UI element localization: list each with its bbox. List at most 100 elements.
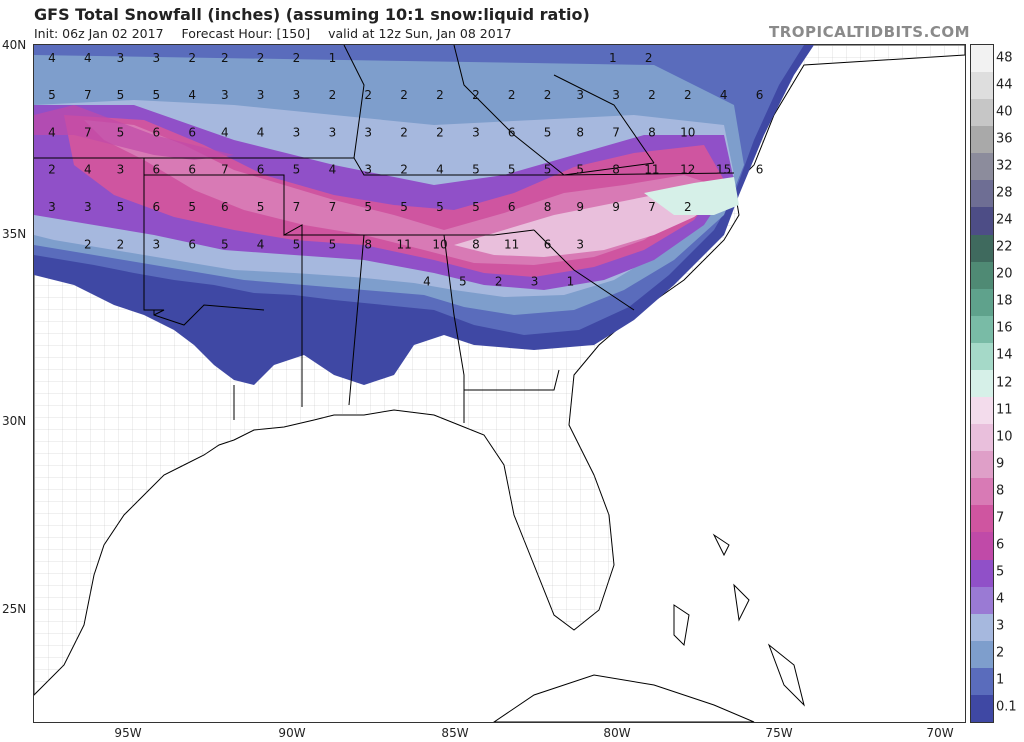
snowfall-value: 4 bbox=[436, 163, 444, 177]
colorbar-label: 7 bbox=[996, 510, 1005, 526]
snowfall-value: 15 bbox=[716, 163, 731, 177]
snowfall-value: 2 bbox=[257, 51, 265, 65]
snowfall-value: 5 bbox=[188, 200, 196, 214]
snowfall-value: 2 bbox=[400, 163, 408, 177]
snowfall-value: 2 bbox=[495, 275, 503, 289]
snowfall-value: 8 bbox=[472, 237, 480, 251]
colorbar-label: 3 bbox=[996, 618, 1005, 634]
snowfall-value: 2 bbox=[364, 88, 372, 102]
snowfall-value: 6 bbox=[756, 88, 764, 102]
colorbar-swatch bbox=[971, 667, 993, 696]
snowfall-value: 2 bbox=[472, 88, 480, 102]
snowfall-value: 4 bbox=[84, 51, 92, 65]
snowfall-value: 4 bbox=[188, 88, 196, 102]
islands bbox=[493, 533, 805, 722]
snowfall-value: 2 bbox=[648, 88, 656, 102]
lat-label-40n: 40N bbox=[2, 38, 27, 52]
colorbar-label: 10 bbox=[996, 429, 1013, 445]
snowfall-value: 3 bbox=[531, 275, 539, 289]
colorbar-swatch bbox=[971, 369, 993, 398]
colorbar-swatch bbox=[971, 180, 993, 208]
snowfall-value: 2 bbox=[400, 88, 408, 102]
lon-label-80w: 80W bbox=[603, 726, 631, 740]
colorbar-label: 44 bbox=[996, 77, 1013, 93]
snowfall-value: 1 bbox=[567, 275, 575, 289]
colorbar-swatch bbox=[971, 45, 993, 73]
lon-label-95w: 95W bbox=[114, 726, 142, 740]
colorbar-swatch bbox=[971, 342, 993, 371]
snowfall-value: 2 bbox=[221, 51, 229, 65]
snowfall-value: 5 bbox=[400, 200, 408, 214]
snowfall-value: 2 bbox=[84, 237, 92, 251]
colorbar-label: 40 bbox=[996, 104, 1013, 120]
snowfall-value: 2 bbox=[293, 51, 301, 65]
snowfall-value: 8 bbox=[648, 125, 656, 139]
state-borders bbox=[34, 45, 735, 423]
colorbar-label: 9 bbox=[996, 456, 1005, 472]
lon-label-75w: 75W bbox=[765, 726, 793, 740]
snowfall-value: 3 bbox=[117, 51, 125, 65]
snowfall-value: 4 bbox=[48, 51, 56, 65]
snowfall-value: 7 bbox=[648, 200, 656, 214]
colorbar-label: 18 bbox=[996, 293, 1013, 309]
colorbar-swatch bbox=[971, 505, 993, 533]
colorbar-swatch bbox=[971, 288, 993, 317]
snowfall-value: 5 bbox=[472, 200, 480, 214]
snowfall-value: 4 bbox=[257, 125, 265, 139]
colorbar-label: 12 bbox=[996, 375, 1013, 390]
colorbar-swatch bbox=[971, 234, 993, 263]
snowfall-value: 2 bbox=[188, 51, 196, 65]
colorbar-swatch bbox=[971, 613, 993, 642]
lon-label-85w: 85W bbox=[441, 726, 469, 740]
snowfall-value: 8 bbox=[364, 237, 372, 251]
snowfall-value: 2 bbox=[684, 200, 692, 214]
snowfall-value: 4 bbox=[329, 163, 337, 177]
colorbar-label: 6 bbox=[996, 537, 1005, 553]
snowfall-value: 6 bbox=[257, 163, 265, 177]
snowfall-value: 2 bbox=[48, 163, 56, 177]
lon-label-70w: 70W bbox=[926, 726, 954, 740]
snowfall-value: 6 bbox=[188, 125, 196, 139]
colorbar-swatch bbox=[971, 207, 993, 236]
snowfall-value: 1 bbox=[329, 51, 337, 65]
snowfall-value: 8 bbox=[576, 125, 584, 139]
snowfall-value: 5 bbox=[472, 163, 480, 177]
colorbar-swatch bbox=[971, 315, 993, 344]
snowfall-value: 5 bbox=[48, 88, 56, 102]
lat-label-35n: 35N bbox=[2, 227, 27, 241]
colorbar-label: 0.1 bbox=[996, 699, 1017, 715]
colorbar-swatch bbox=[971, 640, 993, 669]
snowfall-value: 5 bbox=[436, 200, 444, 214]
snowfall-value-labels: 4 4 3 3 2 2 2 2 1 1 25 7 5 5 4 3 3 3 2 2 2 2 2 2 2 3 3 2 2 4 64 7 5 6 6 4 4 3… bbox=[48, 51, 763, 289]
colorbar-swatch bbox=[971, 261, 993, 290]
snowfall-value: 9 bbox=[576, 200, 584, 214]
snowfall-value: 11 bbox=[644, 163, 659, 177]
colorbar-swatch bbox=[971, 586, 993, 615]
colorbar-swatch bbox=[971, 532, 993, 561]
snowfall-value: 12 bbox=[680, 163, 695, 177]
snowfall-value: 1 bbox=[609, 51, 617, 65]
snowfall-value: 5 bbox=[508, 163, 516, 177]
snowfall-value: 5 bbox=[459, 275, 467, 289]
colorbar-swatch bbox=[971, 72, 993, 100]
snowfall-value: 3 bbox=[364, 125, 372, 139]
snowfall-value: 2 bbox=[117, 237, 125, 251]
snowfall-value: 7 bbox=[612, 125, 620, 139]
snowfall-value: 3 bbox=[612, 88, 620, 102]
colorbar-swatch bbox=[971, 451, 993, 479]
snowfall-value: 5 bbox=[293, 237, 301, 251]
snowfall-value: 3 bbox=[84, 200, 92, 214]
colorbar-label: 11 bbox=[996, 402, 1013, 418]
colorbar-label: 32 bbox=[996, 158, 1013, 174]
snowfall-value: 2 bbox=[436, 88, 444, 102]
snowfall-value: 3 bbox=[293, 125, 301, 139]
snowfall-value: 5 bbox=[221, 237, 229, 251]
map-subtitle: Init: 06z Jan 02 2017 Forecast Hour: [15… bbox=[34, 26, 526, 41]
snowfall-value: 4 bbox=[423, 275, 431, 289]
snowfall-value: 4 bbox=[84, 163, 92, 177]
snowfall-value: 4 bbox=[221, 125, 229, 139]
colorbar-label: 22 bbox=[996, 239, 1013, 255]
snowfall-value: 5 bbox=[364, 200, 372, 214]
colorbar-label: 36 bbox=[996, 131, 1013, 147]
